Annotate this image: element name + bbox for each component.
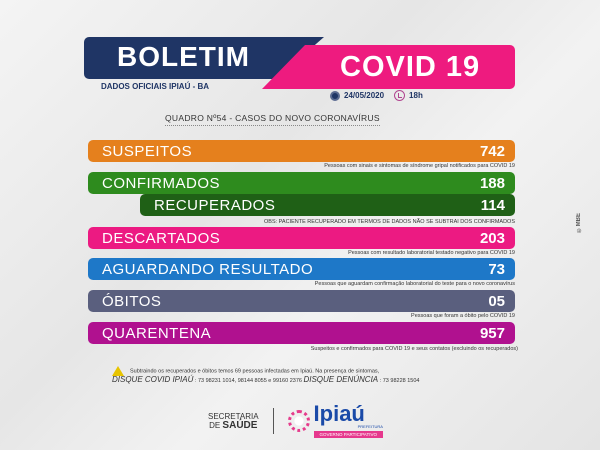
quadro-title: QUADRO Nº54 - CASOS DO NOVO CORONAVÍRUS (165, 113, 380, 126)
clock-icon (394, 90, 406, 101)
ipiau-logo: Ipiaú PREFEITURA GOVERNO PARTICIPATIVO (287, 401, 383, 438)
prefeitura: PREFEITURA (357, 424, 383, 429)
sec-pre: DE (209, 421, 223, 430)
covid-banner: COVID 19 (262, 45, 515, 89)
row-note: OBS: PACIENTE RECUPERADO EM TERMOS DE DA… (264, 219, 515, 225)
row-note: Pessoas com resultado laboratorial testa… (348, 250, 515, 256)
row-value: 742 (479, 142, 505, 160)
row-value: 203 (479, 229, 505, 247)
row-obitos: ÓBITOS 05 (88, 290, 515, 312)
divider (272, 408, 274, 434)
row-value: 188 (479, 174, 505, 192)
row-note: Suspeitos e confirmados para COVID 19 e … (310, 346, 518, 352)
row-label: DESCARTADOS (102, 229, 221, 247)
flower-icon (287, 410, 310, 432)
date: 24/05/2020 (344, 91, 385, 100)
time: 18h (409, 91, 423, 100)
row-aguardando: AGUARDANDO RESULTADO 73 (88, 258, 515, 280)
row-quarentena: QUARENTENA 957 (88, 322, 515, 344)
row-value: 114 (480, 196, 505, 214)
row-confirmados: CONFIRMADOS 188 (88, 172, 515, 194)
subtitle: DADOS OFICIAIS IPIAÚ - BA (101, 82, 210, 91)
sec-line1: SECRETARIA (208, 412, 259, 421)
row-note: Pessoas com sinais e sintomas de síndrom… (324, 163, 515, 169)
row-recuperados: RECUPERADOS 114 (140, 194, 515, 216)
row-note: Pessoas que foram a óbito pelo COVID 19 (411, 313, 515, 319)
side-mark: ©MBE (576, 213, 582, 233)
row-label: SUSPEITOS (102, 142, 193, 160)
row-value: 73 (488, 260, 505, 278)
covid-phones: : 73 98231 1014, 98144 8055 e 99160 2376 (194, 378, 302, 384)
warning-box: Subtraindo os recuperados e óbitos temos… (112, 366, 419, 385)
row-suspeitos: SUSPEITOS 742 (88, 140, 515, 162)
row-label: AGUARDANDO RESULTADO (102, 260, 314, 278)
sec-line2: SAÚDE (222, 420, 258, 431)
boletim-title: BOLETIM (117, 41, 250, 72)
disque-denuncia: DISQUE DENÚNCIA (303, 375, 379, 384)
row-label: RECUPERADOS (154, 196, 276, 214)
secretaria-logo: SECRETARIA DE SAÚDE (208, 412, 259, 431)
row-label: QUARENTENA (102, 324, 212, 342)
date-time: 24/05/2020 18h (330, 90, 423, 101)
covid-title: COVID 19 (340, 51, 481, 83)
disque-covid: DISQUE COVID IPIAÚ (112, 375, 194, 384)
warning-text: Subtraindo os recuperados e óbitos temos… (130, 368, 380, 375)
row-label: CONFIRMADOS (102, 174, 220, 192)
logo-text: Ipiaú (313, 401, 365, 426)
row-descartados: DESCARTADOS 203 (88, 227, 515, 249)
globe-icon (330, 90, 340, 101)
row-label: ÓBITOS (102, 292, 162, 310)
row-note: Pessoas que aguardam confirmação laborat… (314, 281, 515, 287)
warning-icon (112, 366, 124, 376)
row-value: 957 (479, 324, 505, 342)
footer: SECRETARIA DE SAÚDE Ipiaú PREFEITURA GOVERN… (208, 401, 383, 438)
row-value: 05 (488, 292, 505, 310)
denuncia-phone: : 73 98228 1504 (379, 378, 420, 384)
gov-label: GOVERNO PARTICIPATIVO (313, 431, 383, 438)
